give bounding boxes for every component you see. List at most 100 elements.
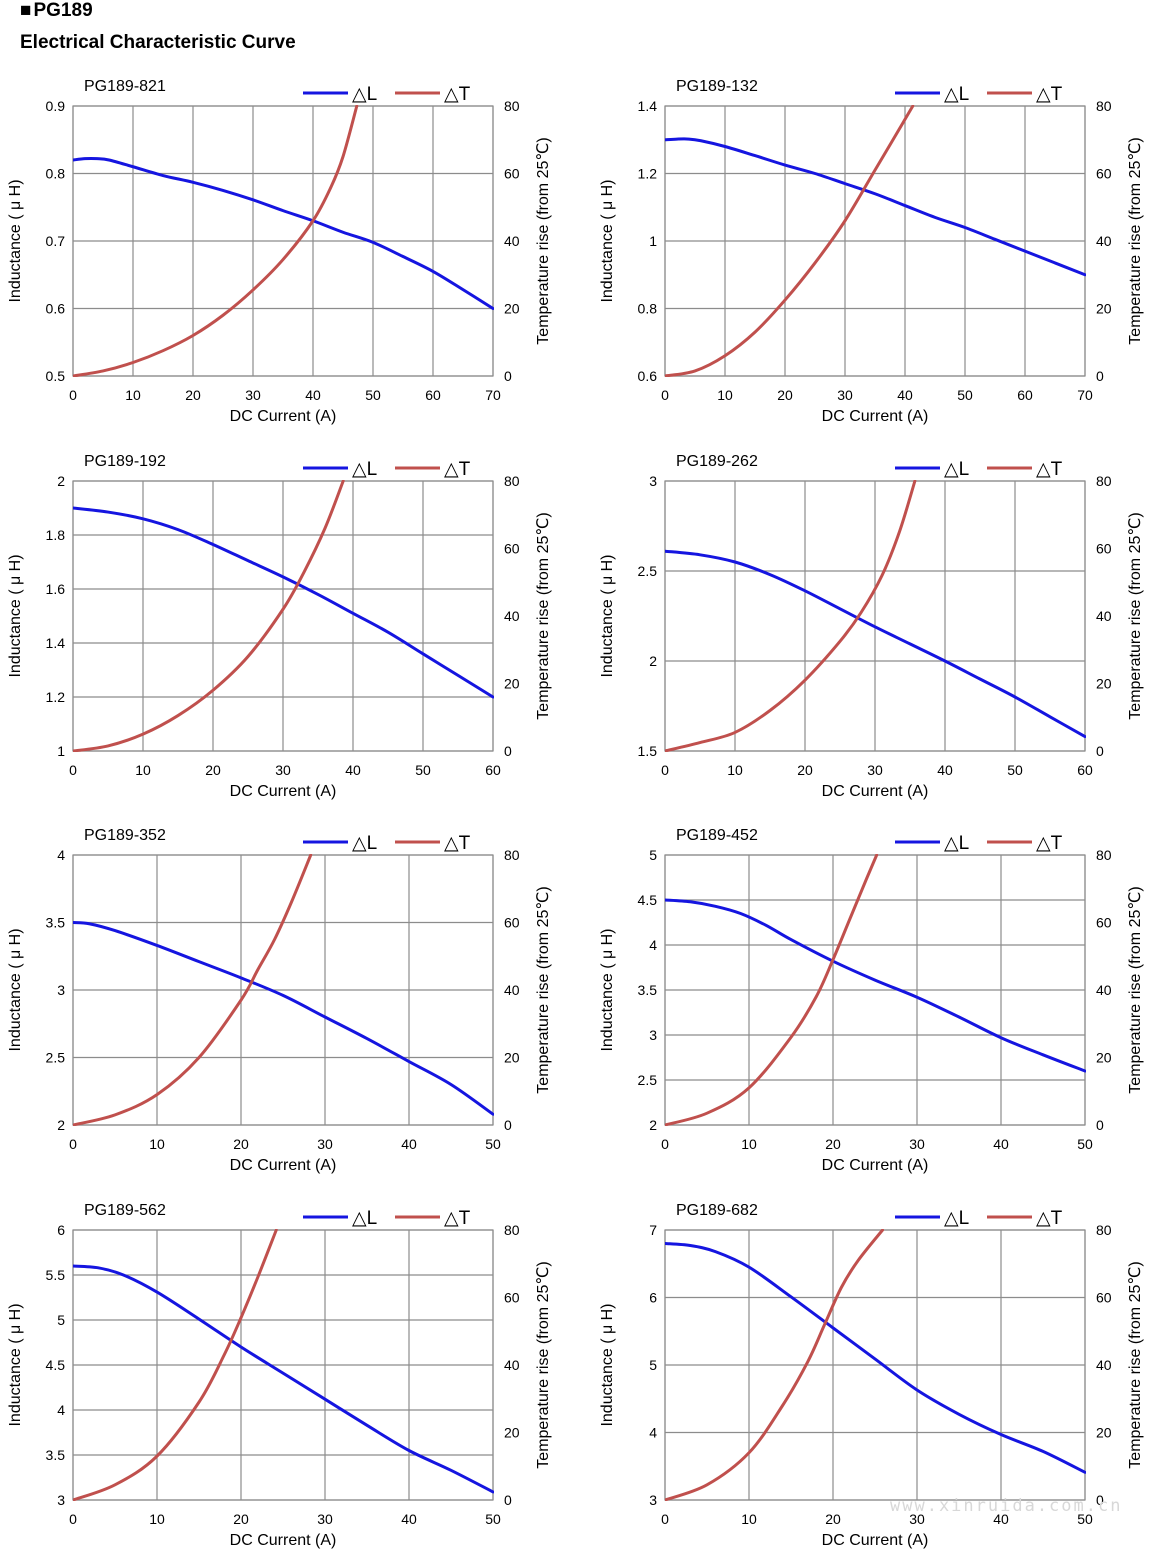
y-axis-label: Inductance ( μ H) (7, 179, 24, 302)
y-tick-label: 3.5 (46, 1447, 66, 1463)
y2-tick-label: 80 (1096, 473, 1112, 489)
legend-label-inductance: △L (352, 84, 377, 105)
legend: △L △T (895, 459, 1063, 480)
legend-label-temperature: △T (444, 833, 471, 854)
chart-title: PG189-821 (84, 78, 166, 95)
x-tick-label: 40 (401, 1136, 417, 1152)
x-tick-label: 40 (993, 1136, 1009, 1152)
legend-label-temperature: △T (1036, 84, 1063, 105)
legend: △L △T (895, 833, 1063, 854)
x-tick-label: 30 (909, 1136, 925, 1152)
page-subtitle: Electrical Characteristic Curve (20, 32, 296, 53)
chart-pg189-682: 0 10 20 30 40 50 3 4 5 6 7 0 20 40 60 80 DC Current (A) I… (599, 1202, 1144, 1549)
y-tick-label: 2.5 (46, 1050, 66, 1066)
y2-axis-label: Temperature rise (from 25℃) (535, 512, 552, 719)
x-tick-label: 50 (1077, 1136, 1093, 1152)
y2-axis-label: Temperature rise (from 25℃) (535, 137, 552, 344)
y-tick-label: 5.5 (46, 1267, 66, 1283)
x-tick-label: 0 (661, 762, 669, 778)
x-tick-label: 20 (777, 387, 793, 403)
x-tick-label: 30 (867, 762, 883, 778)
x-tick-label: 50 (957, 387, 973, 403)
inductance-series-line (665, 549, 1086, 739)
x-tick-label: 0 (69, 387, 77, 403)
y2-tick-label: 80 (504, 473, 520, 489)
x-tick-label: 20 (825, 1511, 841, 1527)
y-tick-label: 4 (649, 1425, 657, 1441)
series-name: PG189 (33, 0, 93, 21)
x-tick-label: 60 (1017, 387, 1033, 403)
y2-tick-label: 60 (1096, 166, 1112, 182)
y-axis-label: Inductance ( μ H) (7, 554, 24, 677)
legend: △L △T (303, 833, 471, 854)
legend-label-inductance: △L (944, 84, 969, 105)
legend: △L △T (303, 459, 471, 480)
y-axis-label: Inductance ( μ H) (599, 928, 616, 1051)
x-tick-label: 10 (149, 1511, 165, 1527)
inductance-series-line (73, 921, 494, 1116)
y2-tick-label: 60 (1096, 915, 1112, 931)
x-tick-label: 0 (661, 387, 669, 403)
y-tick-label: 5 (57, 1312, 65, 1328)
chart-title: PG189-452 (676, 827, 758, 844)
y2-axis-label: Temperature rise (from 25℃) (535, 886, 552, 1093)
square-bullet-icon: ■ (20, 0, 32, 21)
y2-tick-label: 0 (1096, 743, 1104, 759)
y2-tick-label: 40 (1096, 233, 1112, 249)
y-tick-label: 0.6 (638, 368, 658, 384)
y2-tick-label: 80 (504, 98, 520, 114)
y-axis-label: Inductance ( μ H) (599, 179, 616, 302)
plot-frame (664, 105, 1086, 377)
x-tick-label: 10 (741, 1136, 757, 1152)
y-tick-label: 6 (57, 1222, 65, 1238)
x-tick-label: 50 (1007, 762, 1023, 778)
y-axis-label: Inductance ( μ H) (599, 1303, 616, 1426)
legend-label-temperature: △T (1036, 459, 1063, 480)
x-axis-label: DC Current (A) (822, 408, 929, 425)
plot-frame (72, 105, 494, 377)
y2-tick-label: 0 (504, 1492, 512, 1508)
y2-tick-label: 20 (1096, 1425, 1112, 1441)
y2-tick-label: 20 (504, 301, 520, 317)
x-tick-label: 60 (1077, 762, 1093, 778)
y-tick-label: 1.5 (638, 743, 658, 759)
x-tick-label: 0 (661, 1136, 669, 1152)
y2-axis-label: Temperature rise (from 25℃) (1127, 137, 1144, 344)
watermark: www.xinruida.com.cn (890, 1496, 1123, 1516)
x-tick-label: 0 (661, 1511, 669, 1527)
legend-label-inductance: △L (352, 459, 377, 480)
y2-tick-label: 80 (1096, 98, 1112, 114)
temperature-series-line (665, 1229, 885, 1501)
x-axis-label: DC Current (A) (822, 783, 929, 800)
legend: △L △T (303, 84, 471, 105)
y-tick-label: 4 (649, 937, 657, 953)
legend-label-inductance: △L (944, 1208, 969, 1229)
x-tick-label: 10 (741, 1511, 757, 1527)
y2-axis-label: Temperature rise (from 25℃) (1127, 512, 1144, 719)
y-tick-label: 0.8 (638, 301, 658, 317)
y2-tick-label: 0 (504, 743, 512, 759)
plot-frame (72, 1229, 494, 1501)
x-tick-label: 20 (825, 1136, 841, 1152)
y2-tick-label: 20 (1096, 676, 1112, 692)
x-axis-label: DC Current (A) (822, 1157, 929, 1174)
x-tick-label: 40 (937, 762, 953, 778)
x-tick-label: 30 (245, 387, 261, 403)
y2-tick-label: 80 (1096, 1222, 1112, 1238)
y-tick-label: 2 (57, 1117, 65, 1133)
x-tick-label: 0 (69, 1136, 77, 1152)
y-tick-label: 1.6 (46, 581, 66, 597)
chart-pg189-132: 0 10 20 30 40 50 60 70 0.6 0.8 1 1.2 1.4 0 20 40 60 80 DC … (599, 78, 1144, 425)
x-tick-label: 30 (275, 762, 291, 778)
y-tick-label: 7 (649, 1222, 657, 1238)
series-title: ■ PG189 (20, 0, 93, 22)
y-tick-label: 0.6 (46, 301, 66, 317)
x-tick-label: 40 (345, 762, 361, 778)
y-tick-label: 4.5 (46, 1357, 66, 1373)
y2-tick-label: 0 (504, 368, 512, 384)
y2-tick-label: 20 (1096, 1050, 1112, 1066)
x-tick-label: 20 (233, 1136, 249, 1152)
y-tick-label: 5 (649, 847, 657, 863)
